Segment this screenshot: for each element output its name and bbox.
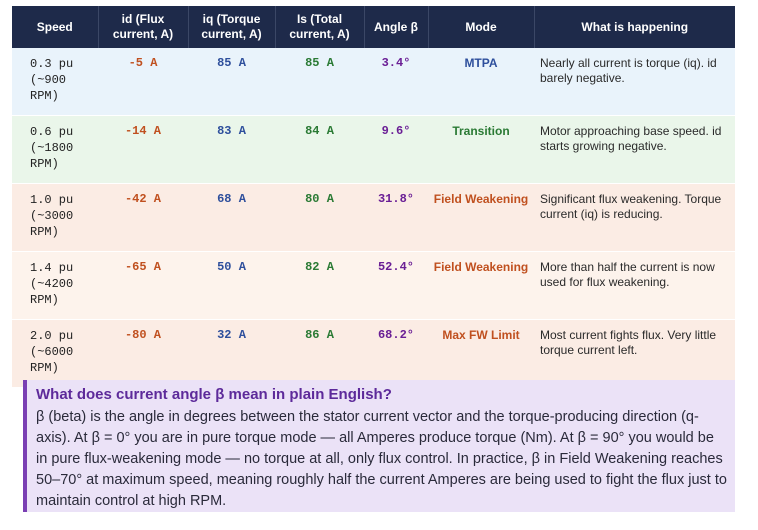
speed-pu: 1.4 pu	[30, 261, 74, 275]
table-row: 1.4 pu (~4200 RPM) -65 A 50 A 82 A 52.4° Field …	[12, 251, 735, 320]
speed-rpm-unit: RPM)	[30, 293, 59, 307]
table-row: 0.6 pu (~1800 RPM) -14 A 83 A 84 A 9.6° Transit…	[12, 115, 735, 184]
description-cell: Most current fights flux. Very little to…	[534, 319, 735, 387]
note-body: β (beta) is the angle in degrees between…	[36, 409, 727, 509]
speed-cell: 2.0 pu (~6000 RPM)	[12, 319, 98, 387]
mode-cell: MTPA	[428, 48, 534, 116]
iq-cell: 85 A	[188, 48, 275, 116]
description-cell: Nearly all current is torque (iq). id ba…	[534, 48, 735, 116]
description-cell: Significant flux weakening. Torque curre…	[534, 183, 735, 252]
header-iq: iq (Torque current, A)	[188, 6, 276, 48]
beta-explanation-note: What does current angle β mean in plain …	[23, 380, 735, 512]
header-description: What is happening	[534, 6, 735, 48]
id-cell: -42 A	[98, 183, 188, 252]
id-cell: -14 A	[98, 115, 188, 184]
speed-pu: 2.0 pu	[30, 329, 74, 343]
speed-rpm: (~6000	[30, 345, 74, 359]
speed-pu: 0.6 pu	[30, 125, 74, 139]
note-title: What does current angle β mean in plain …	[36, 386, 392, 403]
header-is: Is (Total current, A)	[275, 6, 365, 48]
id-cell: -65 A	[98, 251, 188, 320]
speed-pu: 1.0 pu	[30, 193, 74, 207]
angle-cell: 68.2°	[364, 319, 428, 387]
iq-cell: 83 A	[188, 115, 275, 184]
is-cell: 86 A	[275, 319, 364, 387]
is-cell: 84 A	[275, 115, 364, 184]
speed-rpm-unit: RPM)	[30, 225, 59, 239]
mode-cell: Field Weakening	[428, 183, 534, 252]
mode-cell: Max FW Limit	[428, 319, 534, 387]
table-header-row: Speed id (Flux current, A) iq (Torque curr…	[12, 6, 735, 48]
is-cell: 80 A	[275, 183, 364, 252]
header-id: id (Flux current, A)	[98, 6, 189, 48]
speed-cell: 0.3 pu (~900 RPM)	[12, 48, 98, 116]
table-row: 1.0 pu (~3000 RPM) -42 A 68 A 80 A 31.8° Field …	[12, 183, 735, 252]
speed-rpm: (~3000	[30, 209, 74, 223]
speed-cell: 0.6 pu (~1800 RPM)	[12, 115, 98, 184]
angle-cell: 9.6°	[364, 115, 428, 184]
speed-pu: 0.3 pu	[30, 57, 74, 71]
angle-cell: 31.8°	[364, 183, 428, 252]
speed-rpm: (~900	[30, 73, 67, 87]
angle-cell: 3.4°	[364, 48, 428, 116]
iq-cell: 68 A	[188, 183, 275, 252]
iq-cell: 32 A	[188, 319, 275, 387]
speed-rpm: (~4200	[30, 277, 74, 291]
current-angle-table: Speed id (Flux current, A) iq (Torque curr…	[12, 6, 735, 387]
table-row: 0.3 pu (~900 RPM) -5 A 85 A 85 A 3.4° MTPA Nearl…	[12, 48, 735, 116]
header-speed: Speed	[12, 6, 99, 48]
mode-cell: Transition	[428, 115, 534, 184]
iq-cell: 50 A	[188, 251, 275, 320]
speed-rpm-unit: RPM)	[30, 157, 59, 171]
table-row: 2.0 pu (~6000 RPM) -80 A 32 A 86 A 68.2° Max FW…	[12, 319, 735, 387]
header-mode: Mode	[428, 6, 535, 48]
description-cell: Motor approaching base speed. id starts …	[534, 115, 735, 184]
is-cell: 82 A	[275, 251, 364, 320]
speed-rpm-unit: RPM)	[30, 361, 59, 375]
header-angle: Angle β	[364, 6, 429, 48]
id-cell: -5 A	[98, 48, 188, 116]
is-cell: 85 A	[275, 48, 364, 116]
speed-rpm-unit: RPM)	[30, 89, 59, 103]
angle-cell: 52.4°	[364, 251, 428, 320]
speed-rpm: (~1800	[30, 141, 74, 155]
speed-cell: 1.0 pu (~3000 RPM)	[12, 183, 98, 252]
id-cell: -80 A	[98, 319, 188, 387]
speed-cell: 1.4 pu (~4200 RPM)	[12, 251, 98, 320]
description-cell: More than half the current is now used f…	[534, 251, 735, 320]
mode-cell: Field Weakening	[428, 251, 534, 320]
